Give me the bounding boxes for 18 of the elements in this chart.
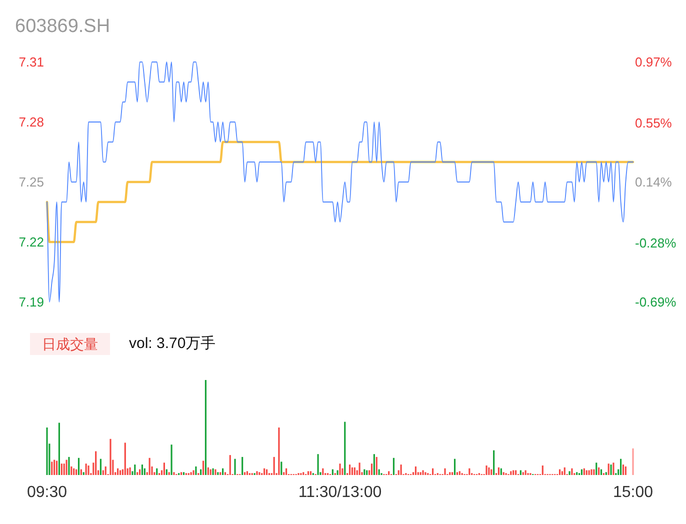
y2-tick-label: 0.97% xyxy=(635,54,672,70)
y2-tick-label: 0.55% xyxy=(635,115,672,130)
x-tick-label: 09:30 xyxy=(26,484,68,501)
text: vol: 3.70万手 xyxy=(129,335,216,352)
y-tick-label: 7.22 xyxy=(18,234,44,250)
y2-tick-label: -0.69% xyxy=(635,294,677,310)
y2-tick-label: -0.28% xyxy=(635,235,677,250)
line-series xyxy=(46,140,634,244)
chart-title: 603869.SH xyxy=(15,16,110,37)
x-tick-label: 15:00 xyxy=(612,484,654,501)
y-tick-label: 7.19 xyxy=(18,294,44,310)
y2-tick-label: 0.14% xyxy=(635,174,672,190)
y-tick-label: 7.31 xyxy=(18,54,44,70)
x-tick-label: 11:30/13:00 xyxy=(298,484,382,501)
line-series xyxy=(46,62,634,302)
chart-title: 日成交量 xyxy=(42,336,98,352)
y-tick-label: 7.28 xyxy=(18,114,44,130)
y-tick-label: 7.25 xyxy=(18,174,44,190)
